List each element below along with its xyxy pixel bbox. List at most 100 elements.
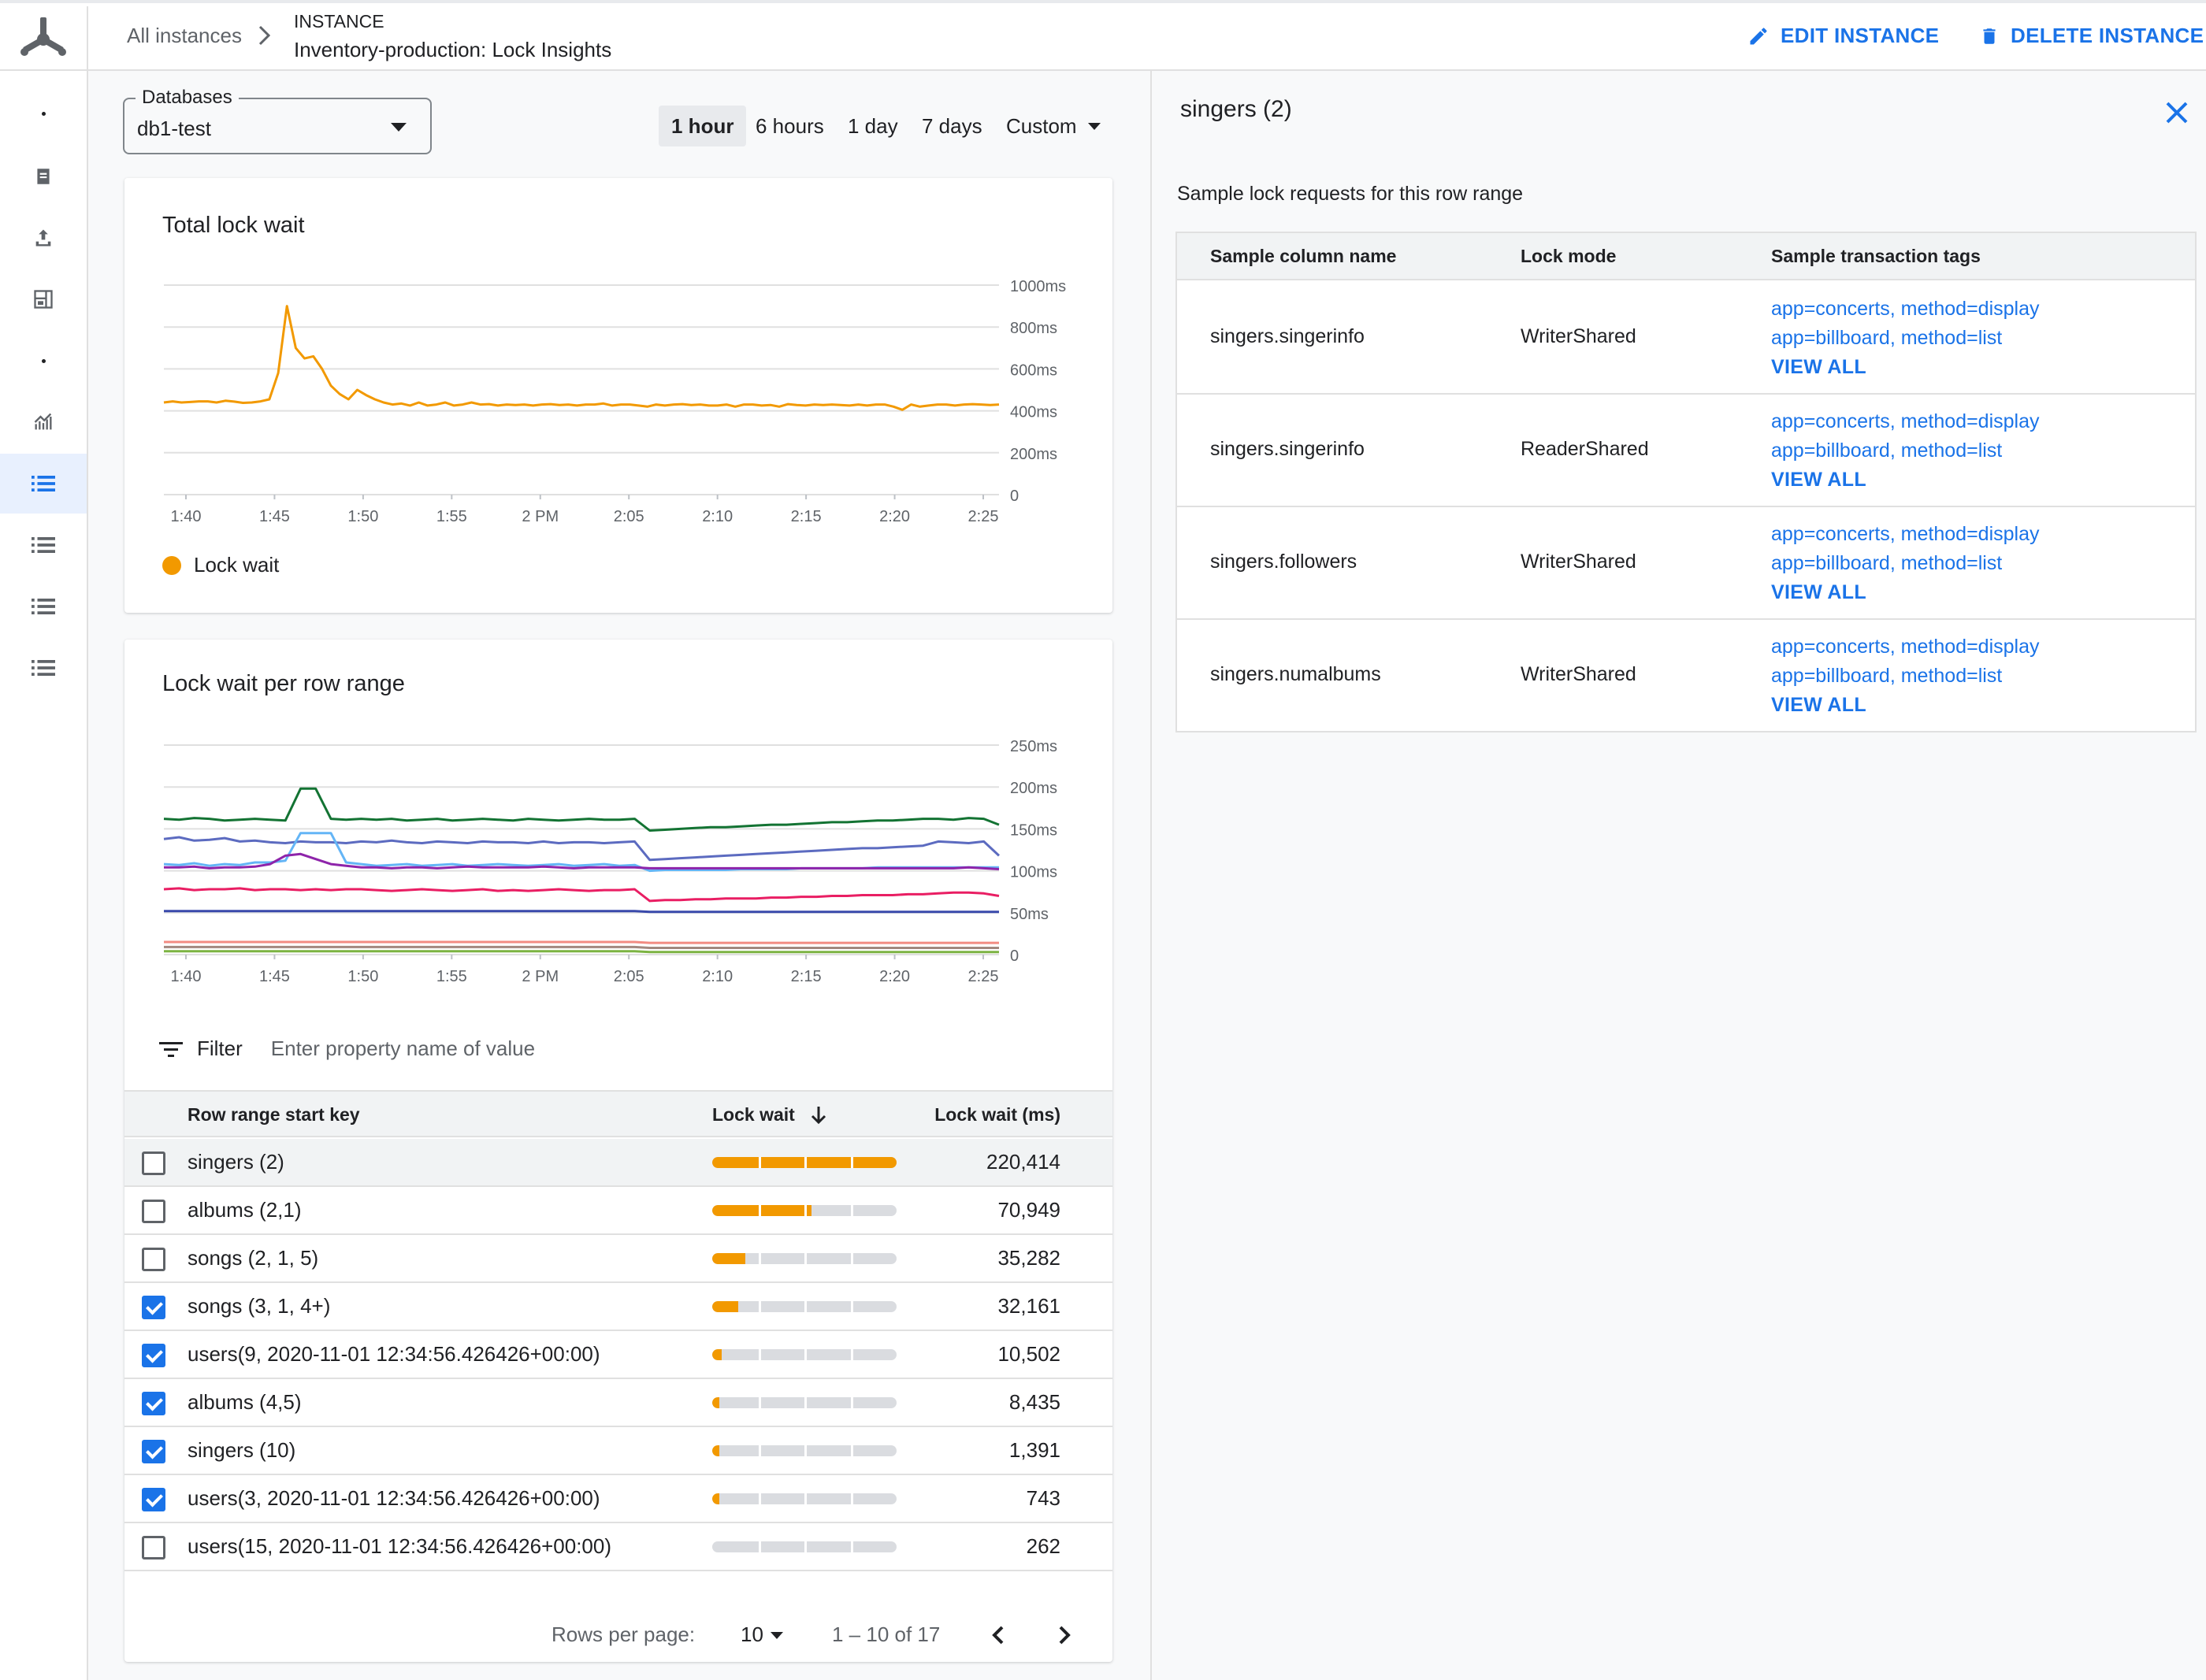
rail-item-list-3[interactable]: [0, 577, 87, 636]
range-custom[interactable]: Custom: [993, 106, 1113, 146]
y-tick-label: 0: [1010, 488, 1019, 505]
range-1-hour[interactable]: 1 hour: [659, 106, 747, 146]
table-row[interactable]: albums (2,1) 70,949: [124, 1187, 1112, 1235]
transaction-tag-link[interactable]: app=concerts, method=display: [1771, 298, 2040, 320]
row-checkbox[interactable]: [142, 1200, 165, 1223]
rail-item-list-4[interactable]: [0, 638, 87, 698]
legend-swatch: [162, 555, 181, 575]
y-tick-label: 200ms: [1010, 780, 1057, 797]
database-select[interactable]: Databases db1-test: [123, 87, 432, 154]
lock-wait-bar-fill: [712, 1301, 738, 1312]
rail-item-list-2[interactable]: [0, 515, 87, 575]
row-checkbox[interactable]: [142, 1248, 165, 1271]
x-tick-label: 1:50: [347, 508, 378, 525]
chevron-right-icon[interactable]: [1048, 1619, 1079, 1651]
row-checkbox[interactable]: [142, 1296, 165, 1319]
range-7-days[interactable]: 7 days: [922, 113, 982, 138]
row-checkbox[interactable]: [142, 1392, 165, 1415]
table-row[interactable]: users(9, 2020-11-01 12:34:56.426426+00:0…: [124, 1331, 1112, 1379]
series-line-8: [164, 950, 999, 954]
row-checkbox[interactable]: [142, 1152, 165, 1175]
row-checkbox[interactable]: [142, 1536, 165, 1559]
view-all-link[interactable]: VIEW ALL: [1771, 356, 1866, 378]
table-row[interactable]: songs (2, 1, 5) 35,282: [124, 1235, 1112, 1283]
bar-segment-divider: [759, 1349, 761, 1360]
row-checkbox[interactable]: [142, 1440, 165, 1463]
bar-segment-divider: [759, 1157, 761, 1168]
transaction-tag-link[interactable]: app=concerts, method=display: [1771, 410, 2040, 432]
dashboard-icon: [34, 290, 53, 309]
transaction-tag-link[interactable]: app=concerts, method=display: [1771, 523, 2040, 545]
filter-input[interactable]: Enter property name of value: [270, 1037, 536, 1060]
bar-segment-divider: [804, 1205, 807, 1216]
x-tick-label: 2:20: [879, 968, 910, 985]
table-row[interactable]: singers (10) 1,391: [124, 1427, 1112, 1475]
lock-wait-ms: 70,949: [997, 1198, 1060, 1222]
bar-segment-divider: [759, 1301, 761, 1312]
transaction-tag-link[interactable]: app=billboard, method=list: [1771, 665, 2003, 687]
range-6-hours[interactable]: 6 hours: [756, 113, 824, 138]
col-lock-wait-ms[interactable]: Lock wait (ms): [934, 1104, 1060, 1125]
table-row[interactable]: users(3, 2020-11-01 12:34:56.426426+00:0…: [124, 1475, 1112, 1523]
bar-segment-divider: [759, 1445, 761, 1456]
x-tick-label: 2:10: [702, 968, 733, 985]
rail-item-5[interactable]: [0, 331, 87, 391]
row-range-key: songs (2, 1, 5): [188, 1246, 319, 1270]
table-row[interactable]: users(15, 2020-11-01 12:34:56.426426+00:…: [124, 1523, 1112, 1571]
sample-lock-row: singers.followers WriterShared app=concert…: [1177, 507, 2195, 620]
lock-mode: WriterShared: [1521, 325, 1636, 347]
dropdown-arrow-icon[interactable]: [771, 1632, 783, 1639]
rows-per-page-label: Rows per page:: [552, 1623, 696, 1646]
transaction-tags: app=concerts, method=display app=billboar…: [1771, 407, 2040, 495]
rail-item-1[interactable]: [0, 83, 87, 143]
col-lock-wait[interactable]: Lock wait: [712, 1104, 828, 1126]
transaction-tag-link[interactable]: app=billboard, method=list: [1771, 327, 2003, 349]
bar-segment-divider: [759, 1541, 761, 1552]
transaction-tag-link[interactable]: app=billboard, method=list: [1771, 439, 2003, 462]
view-all-link[interactable]: VIEW ALL: [1771, 581, 1866, 603]
row-range-key: albums (2,1): [188, 1198, 302, 1222]
chevron-left-icon[interactable]: [983, 1619, 1015, 1651]
x-tick-label: 1:40: [171, 968, 202, 985]
bar-segment-divider: [759, 1397, 761, 1408]
edit-instance-button[interactable]: EDIT INSTANCE: [1747, 24, 1939, 48]
x-tick-label: 2:25: [968, 508, 999, 525]
table-row[interactable]: albums (4,5) 8,435: [124, 1379, 1112, 1427]
rows-per-page-select[interactable]: 10: [741, 1623, 763, 1646]
sample-column-name: singers.singerinfo: [1210, 438, 1365, 460]
rail-item-3[interactable]: [0, 208, 87, 268]
series-line-2: [163, 832, 999, 873]
spanner-logo[interactable]: [0, 6, 88, 72]
col-row-range-start-key[interactable]: Row range start key: [188, 1104, 360, 1125]
lock-wait-ms: 8,435: [1008, 1390, 1060, 1414]
rail-item-analytics[interactable]: [0, 392, 87, 452]
series-line-0: [163, 787, 1000, 832]
row-range-key: songs (3, 1, 4+): [188, 1294, 331, 1318]
col-sample-transaction-tags: Sample transaction tags: [1771, 246, 1981, 266]
x-tick-label: 2:20: [879, 508, 910, 525]
row-checkbox[interactable]: [142, 1344, 165, 1367]
col-lock-mode: Lock mode: [1521, 246, 1617, 266]
breadcrumb-all-instances[interactable]: All instances: [127, 24, 242, 47]
table-row[interactable]: singers (2) 220,414: [124, 1139, 1112, 1187]
row-checkbox[interactable]: [142, 1488, 165, 1511]
transaction-tag-link[interactable]: app=billboard, method=list: [1771, 552, 2003, 574]
rail-item-2[interactable]: [0, 146, 87, 206]
view-all-link[interactable]: VIEW ALL: [1771, 469, 1866, 491]
sort-arrow-down-icon: [811, 1106, 826, 1124]
database-select-label: Databases: [136, 87, 239, 109]
spanner-logo-icon: [20, 17, 66, 56]
rail-item-lock-insights[interactable]: [0, 454, 87, 514]
row-range-chart-title: Lock wait per row range: [162, 671, 405, 696]
table-row[interactable]: songs (3, 1, 4+) 32,161: [124, 1283, 1112, 1331]
close-icon[interactable]: [2163, 99, 2190, 126]
transaction-tag-link[interactable]: app=concerts, method=display: [1771, 636, 2040, 658]
delete-instance-button[interactable]: DELETE INSTANCE: [1979, 24, 2204, 48]
lock-wait-ms: 1,391: [1008, 1438, 1060, 1462]
range-1-day[interactable]: 1 day: [848, 113, 898, 138]
view-all-link[interactable]: VIEW ALL: [1771, 694, 1866, 716]
filter-bar[interactable]: Filter Enter property name of value: [159, 1037, 535, 1061]
rail-item-4[interactable]: [0, 269, 87, 329]
row-range-key: users(3, 2020-11-01 12:34:56.426426+00:0…: [188, 1486, 600, 1510]
dot-icon: [41, 111, 46, 116]
